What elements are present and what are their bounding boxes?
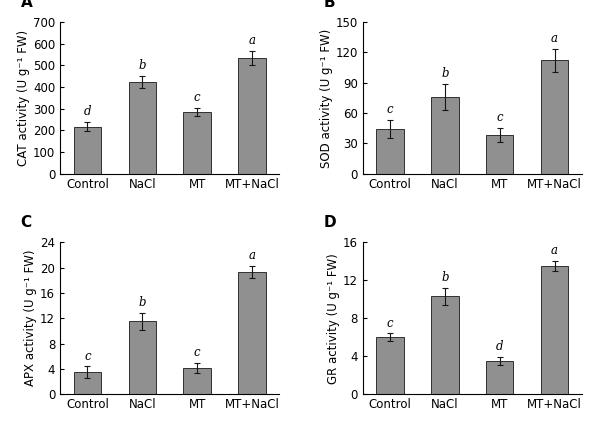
Y-axis label: APX activity (U g⁻¹ FW): APX activity (U g⁻¹ FW) [25,250,37,386]
Bar [486,135,514,174]
Y-axis label: CAT activity (U g⁻¹ FW): CAT activity (U g⁻¹ FW) [17,30,30,166]
Text: c: c [194,91,200,104]
Bar [128,82,156,174]
Text: D: D [323,215,336,230]
Bar [376,129,404,174]
Bar [184,112,211,174]
Bar [486,361,514,394]
Text: a: a [551,32,558,46]
Text: C: C [20,215,32,230]
Text: b: b [441,67,449,80]
Text: c: c [84,350,91,363]
Text: a: a [248,249,256,262]
Text: d: d [496,340,503,353]
Bar [541,266,568,394]
Bar [238,272,266,394]
Text: a: a [248,34,256,47]
Text: c: c [496,112,503,124]
Bar [541,60,568,174]
Bar [184,368,211,394]
Bar [128,321,156,394]
Text: a: a [551,244,558,258]
Text: c: c [387,103,394,117]
Text: b: b [139,60,146,72]
Text: B: B [323,0,335,10]
Y-axis label: SOD activity (U g⁻¹ FW): SOD activity (U g⁻¹ FW) [320,28,332,167]
Y-axis label: GR activity (U g⁻¹ FW): GR activity (U g⁻¹ FW) [327,253,340,384]
Bar [238,58,266,174]
Text: d: d [83,105,91,118]
Bar [431,97,458,174]
Text: b: b [441,271,449,284]
Text: b: b [139,297,146,309]
Text: c: c [194,346,200,359]
Bar [74,372,101,394]
Bar [431,297,458,394]
Bar [376,337,404,394]
Text: c: c [387,317,394,330]
Bar [74,127,101,174]
Text: A: A [20,0,32,10]
